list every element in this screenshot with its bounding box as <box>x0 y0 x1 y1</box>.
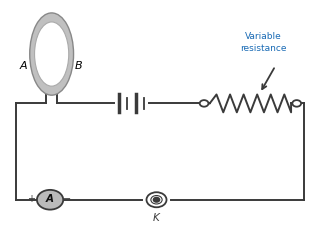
Circle shape <box>37 190 63 210</box>
Text: +: + <box>27 194 35 204</box>
Circle shape <box>292 100 301 107</box>
Text: Variable
resistance: Variable resistance <box>240 32 286 53</box>
Text: −: − <box>63 194 71 204</box>
Circle shape <box>200 100 208 107</box>
Text: A: A <box>20 61 27 71</box>
Text: A: A <box>46 194 54 204</box>
Ellipse shape <box>34 22 69 86</box>
Circle shape <box>153 197 160 202</box>
Circle shape <box>146 192 167 207</box>
Ellipse shape <box>30 13 74 95</box>
Text: K: K <box>153 213 160 223</box>
Text: B: B <box>74 61 82 71</box>
